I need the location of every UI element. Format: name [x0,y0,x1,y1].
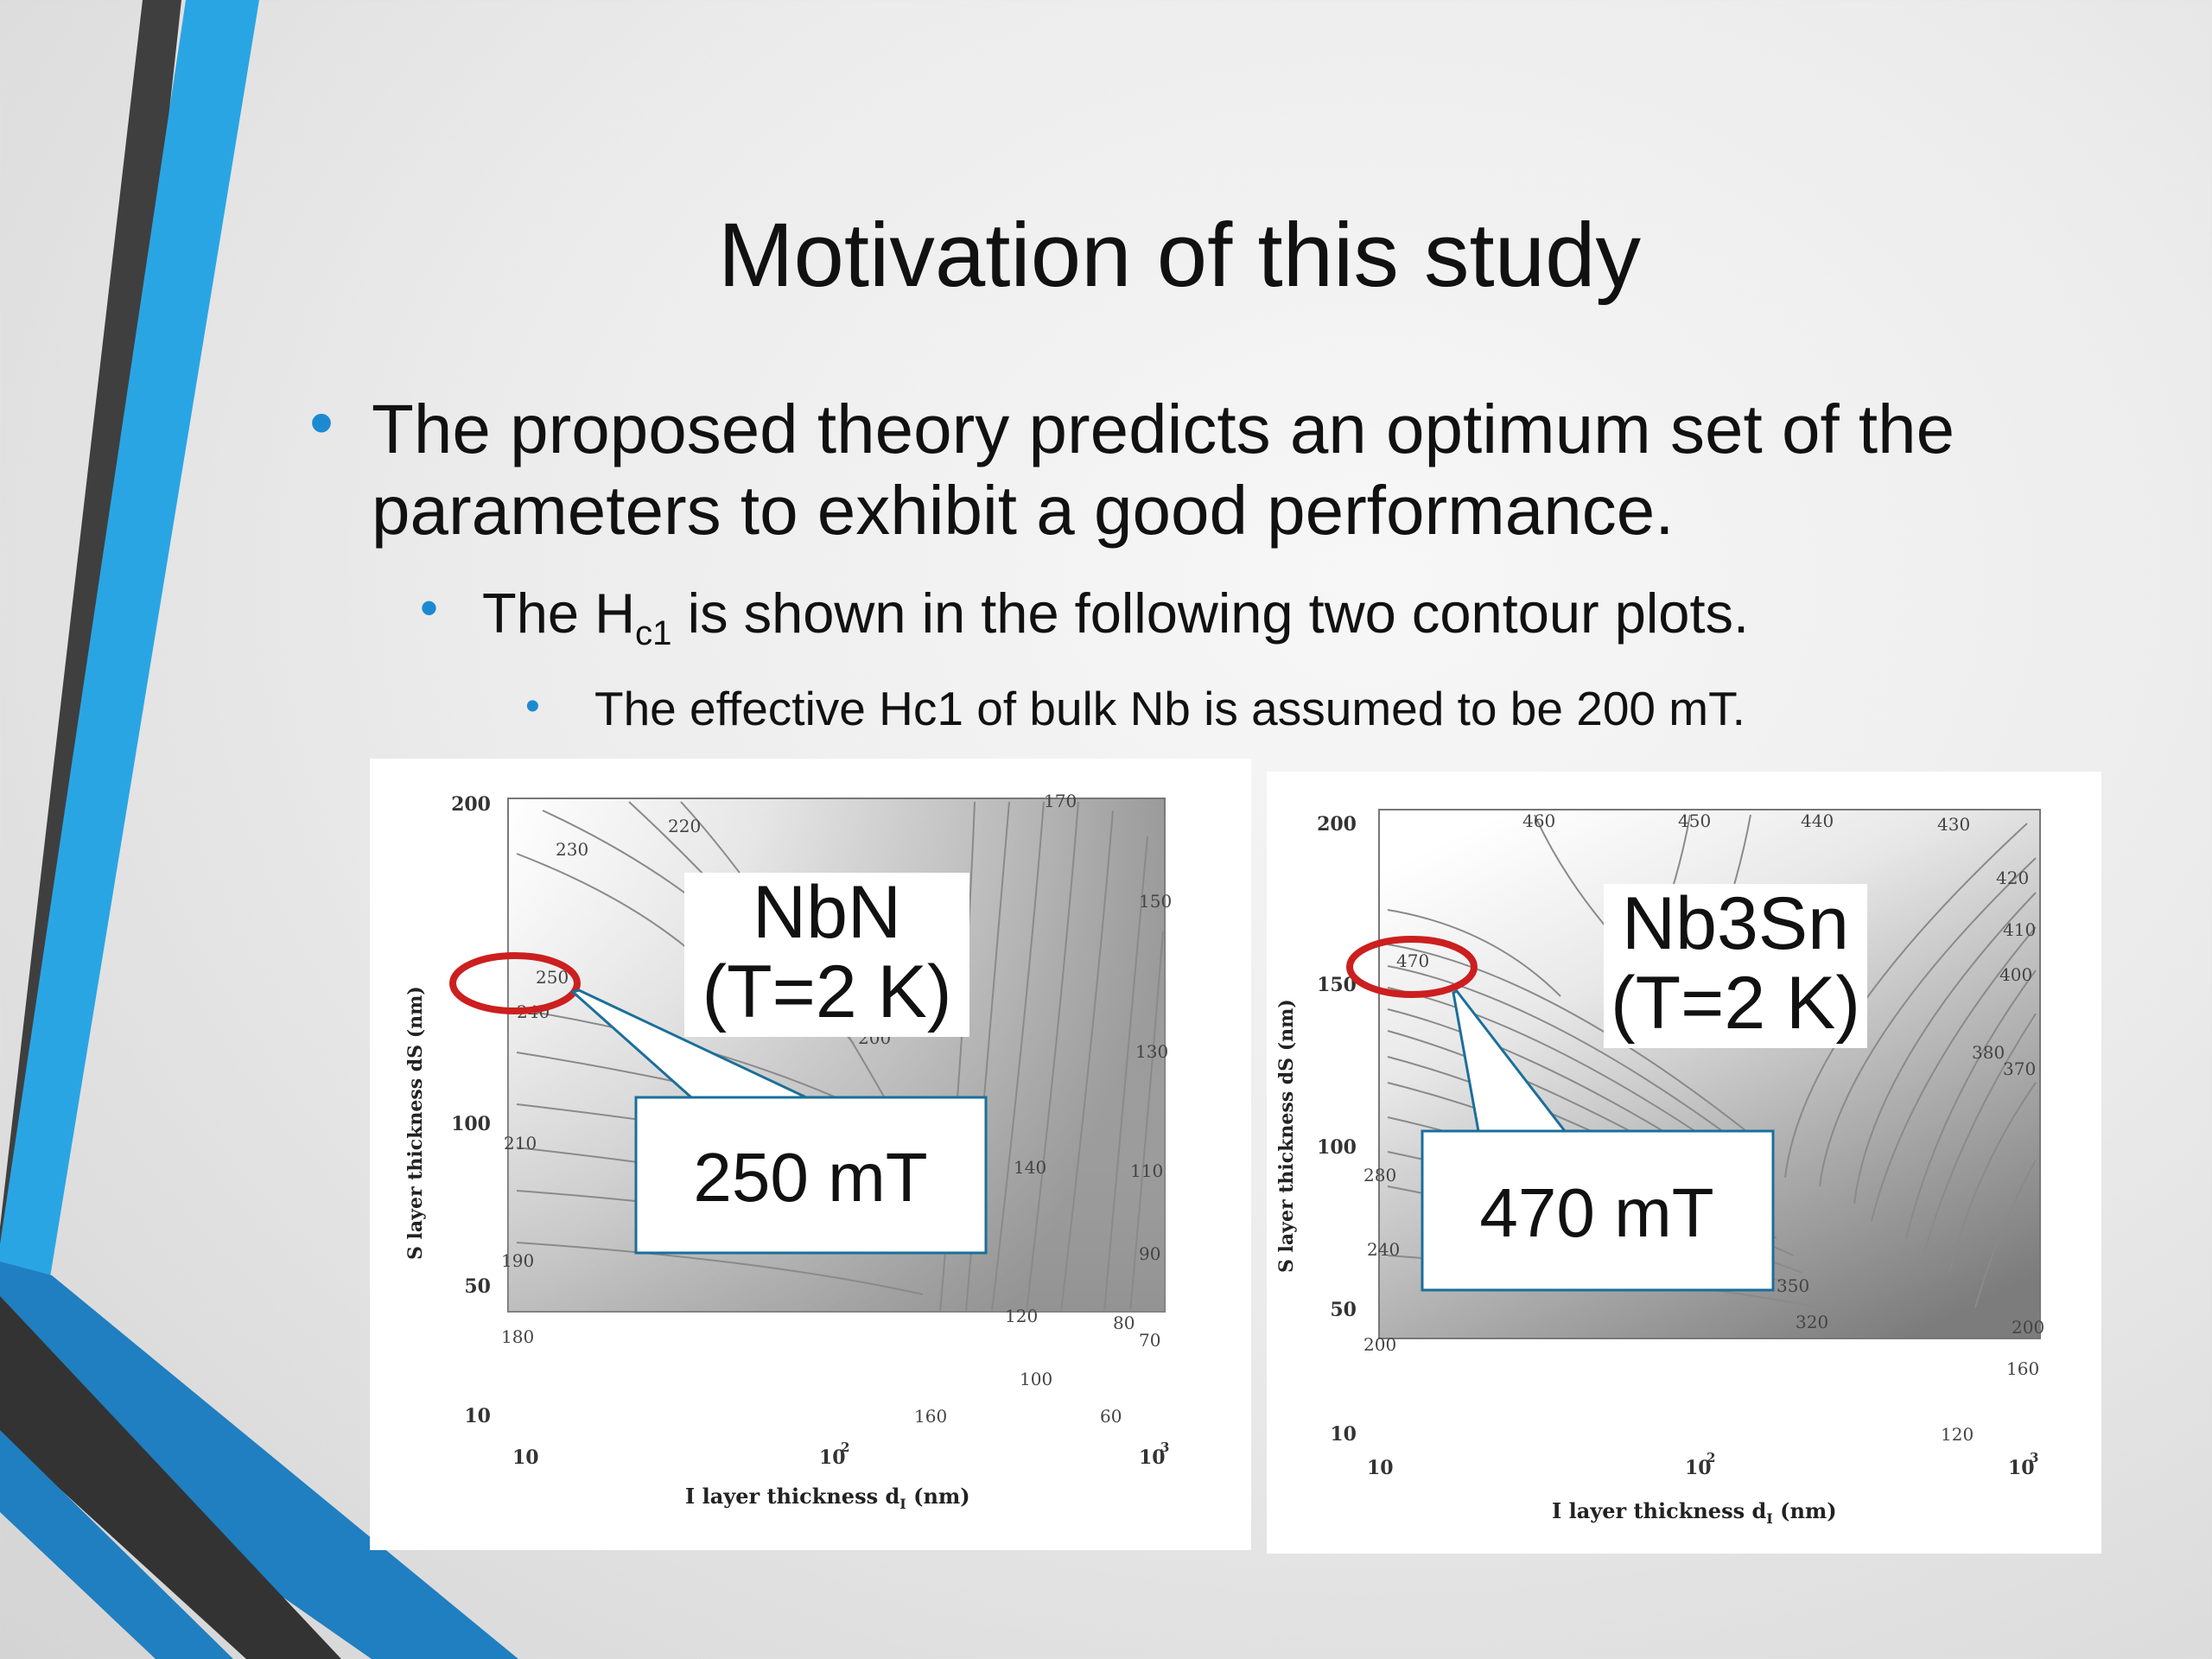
contour-label: 280 [1363,1165,1396,1185]
contour-label: 400 [1999,964,2032,985]
contour-label: 380 [1972,1042,2005,1063]
material-name: Nb3Sn [1622,882,1849,965]
temperature-label: (T=2 K) [702,950,952,1033]
contour-label: 90 [1139,1243,1160,1264]
plot-label-nbn: NbN (T=2 K) [684,873,969,1037]
contour-label: 120 [1941,1424,1974,1445]
contour-label: 410 [2003,919,2036,940]
contour-label: 130 [1135,1041,1168,1062]
contour-label: 470 [1396,950,1429,971]
callout-value: 470 mT [1479,1174,1713,1251]
bullet-text-start: The H [482,582,636,645]
y-tick: 100 [1317,1136,1357,1159]
x-tick: 10 [1685,1457,1712,1479]
x-tick: 10 [1367,1457,1394,1479]
y-tick: 10 [464,1405,491,1427]
contour-plot-nb3sn-graphic: 200 150 100 50 10 10 10 2 10 3 I layer t… [1275,809,2044,1527]
contour-label: 230 [556,839,588,860]
material-name: NbN [752,871,902,954]
callout-box [1421,1129,1775,1292]
contour-label: 420 [1996,868,2029,888]
callout-box [634,1096,988,1255]
contour-label: 320 [1796,1312,1828,1332]
y-tick: 10 [1330,1423,1357,1446]
x-axis-label: I layer thickness dI (nm) [1552,1498,1837,1527]
contour-label: 210 [504,1133,537,1154]
x-tick: 10 [512,1446,539,1469]
contour-label: 200 [2012,1317,2044,1338]
contour-label: 460 [1522,810,1555,831]
contour-label: 190 [501,1250,534,1271]
contour-label: 240 [1367,1239,1400,1260]
contour-label: 200 [1363,1334,1396,1355]
contour-label: 110 [1130,1160,1163,1181]
contour-label: 220 [668,816,701,836]
contour-label: 250 [536,967,569,988]
contour-label: 150 [1139,891,1172,912]
callout-value: 250 mT [693,1139,927,1216]
plot-label-nb3sn: Nb3Sn (T=2 K) [1604,884,1867,1048]
bullet-text: The effective Hc1 of bulk Nb is assumed … [594,682,1745,735]
x-axis-label: I layer thickness dI (nm) [685,1484,970,1512]
x-tick: 10 [1139,1446,1166,1469]
contour-label: 120 [1005,1306,1038,1326]
bullet-dot-icon: • [420,579,439,637]
bullet-level-1: • The proposed theory predicts an optimu… [309,384,2100,551]
x-tick-exponent: 2 [841,1440,849,1455]
contour-label: 430 [1937,814,1970,835]
contour-label: 450 [1678,810,1711,831]
bullet-dot-icon: • [309,384,334,461]
x-tick: 10 [2008,1457,2035,1479]
contour-label: 160 [914,1406,947,1427]
y-tick: 50 [1330,1299,1357,1321]
bullet-level-2: • The Hc1 is shown in the following two … [420,579,2037,668]
bullet-text: The proposed theory predicts an optimum … [372,391,1955,549]
contour-label: 80 [1113,1313,1135,1333]
contour-label: 170 [1044,791,1077,811]
bullet-subscript: c1 [635,613,672,652]
contour-label: 180 [501,1326,534,1347]
y-tick: 200 [1317,813,1357,836]
y-tick: 50 [464,1275,491,1298]
y-axis-label: S layer thickness dS (nm) [1275,999,1298,1273]
x-tick-exponent: 3 [1160,1440,1169,1455]
bullet-text-end: is shown in the following two contour pl… [671,582,1750,645]
bullet-level-3: • The effective Hc1 of bulk Nb is assume… [525,678,2063,739]
contour-label: 60 [1100,1406,1122,1427]
y-axis-label: S layer thickness dS (nm) [404,986,427,1260]
temperature-label: (T=2 K) [1610,962,1861,1045]
x-tick-exponent: 2 [1707,1450,1715,1465]
bullet-dot-icon: • [525,683,540,729]
y-tick: 100 [451,1113,491,1135]
slide-title: Motivation of this study [718,205,1641,306]
contour-label: 440 [1801,810,1834,831]
contour-label: 370 [2003,1058,2036,1079]
contour-label: 100 [1020,1369,1052,1389]
contour-plot-nb3sn: 200 150 100 50 10 10 10 2 10 3 I layer t… [1267,772,2101,1554]
y-tick: 200 [451,793,491,816]
x-tick: 10 [819,1446,846,1469]
highlight-circle [1346,936,1478,998]
x-tick-exponent: 3 [2030,1450,2038,1465]
contour-label: 140 [1014,1157,1046,1178]
contour-label: 70 [1139,1330,1160,1351]
contour-label: 350 [1777,1275,1809,1296]
contour-plot-nbn: 200 100 50 10 10 10 2 10 3 I layer thick… [370,759,1251,1550]
contour-label: 160 [2006,1358,2039,1379]
highlight-circle [449,952,581,1014]
